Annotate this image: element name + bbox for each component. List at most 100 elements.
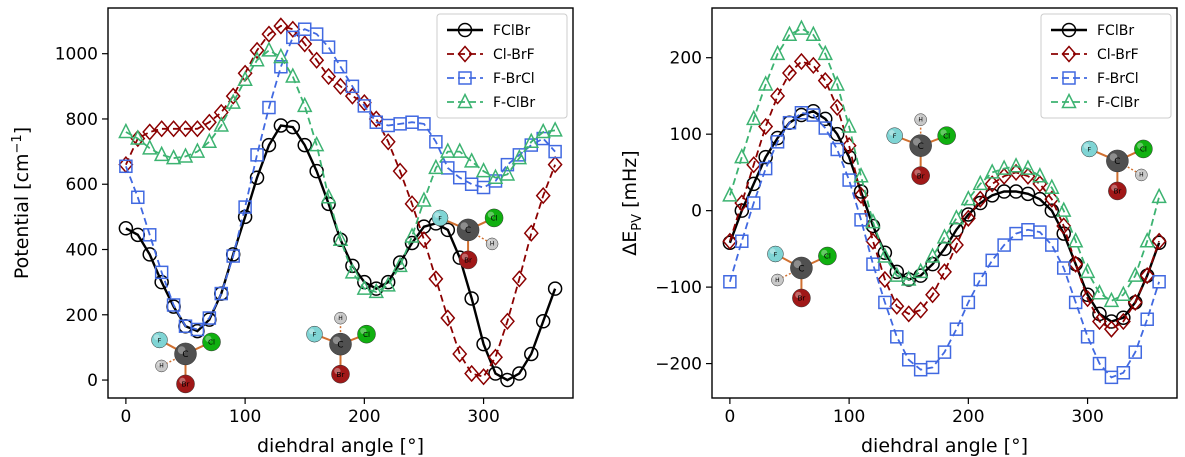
data-point [1056,217,1072,235]
legend-marker [457,92,473,109]
data-point [165,148,182,165]
data-point [830,142,844,157]
data-point [746,196,761,210]
atom-f-highlight [889,130,895,136]
data-point [189,120,205,138]
data-point [1092,356,1107,371]
data-point [961,295,976,310]
data-point [142,228,157,242]
data-point [380,274,396,290]
data-point [1140,312,1154,326]
atom-h: H [771,273,784,287]
series-line-F-ClBr [125,49,556,293]
atom-cl: Cl [202,332,221,352]
atom-br-label: Br [182,380,190,389]
data-point [948,236,964,254]
data-point [925,286,941,304]
data-point [464,291,479,306]
data-point [936,228,953,244]
data-point [758,149,773,165]
atom-c-sphere [909,134,932,157]
data-point [213,116,229,132]
data-point [973,272,988,287]
data-point [1056,261,1071,275]
data-point [1127,266,1143,282]
atom-br: Br [911,166,930,185]
atom-br-highlight [795,291,802,298]
molecule-right-1: H F Cl Br C [767,245,837,308]
data-point [960,189,977,206]
legend-marker [458,71,472,85]
data-point [1068,295,1083,310]
atom-h-highlight [1137,170,1142,175]
data-point [404,195,420,213]
atom-cl-label: Cl [824,252,831,261]
data-point [735,234,749,248]
data-point [487,168,504,184]
series-line-Cl-BrF [729,60,1160,331]
atom-cl: Cl [818,246,837,266]
data-point [333,59,348,74]
data-point [368,282,384,299]
atom-cl-label: Cl [208,338,215,347]
x-tick-label: 0 [724,407,735,427]
data-point [996,184,1012,199]
data-point [925,360,940,375]
data-point [842,173,856,187]
data-point [924,247,941,263]
atom-f-sphere [767,245,784,263]
data-point [1067,232,1084,248]
data-point [1044,203,1060,218]
data-point [1116,310,1131,325]
atom-br-sphere [176,374,195,394]
data-point [1128,345,1143,359]
data-point [226,249,240,263]
y-tick-label: 100 [670,125,702,145]
data-point [1139,267,1155,285]
data-point [131,190,145,205]
data-point [1008,163,1024,182]
atom-br-highlight [179,377,186,384]
series-line-F-BrCl [729,111,1160,379]
data-point [225,93,241,109]
data-point [452,142,468,158]
data-point [130,129,146,148]
data-point [877,247,893,263]
data-point [817,44,833,61]
y-axis-label-text: ΔE [619,231,641,256]
data-point [356,279,373,295]
data-point [997,238,1011,252]
data-point [309,51,325,69]
data-point [308,135,325,152]
data-point [429,135,443,149]
legend: FClBr Cl-BrF F-BrCl F-ClBr [436,13,568,119]
series-Cl-BrF [118,17,563,386]
atom-h-sphere [771,273,784,287]
data-point [1080,330,1095,344]
atom-br: Br [458,250,478,270]
data-point [130,129,146,145]
data-point [476,180,491,195]
data-point [523,224,539,242]
data-point [273,47,289,64]
y-axis-label-end: [mHz] [619,150,641,214]
data-point [440,142,456,158]
data-point [1033,225,1047,239]
data-point [547,156,563,174]
data-point [1152,275,1166,289]
atom-cl-highlight [940,129,947,136]
data-point [793,52,809,71]
data-point [722,232,738,250]
data-point [154,120,170,138]
legend-marker [1062,71,1076,85]
data-point [523,132,539,149]
atom-cl: Cl [484,208,504,228]
molecule-right-2: H F Cl Br C [886,113,956,185]
data-point [153,145,170,162]
data-point [214,286,229,301]
atom-f-label: F [313,331,317,339]
atom-h-highlight [157,361,162,366]
data-point [723,275,737,289]
data-point [475,162,492,178]
data-point [1151,187,1167,204]
